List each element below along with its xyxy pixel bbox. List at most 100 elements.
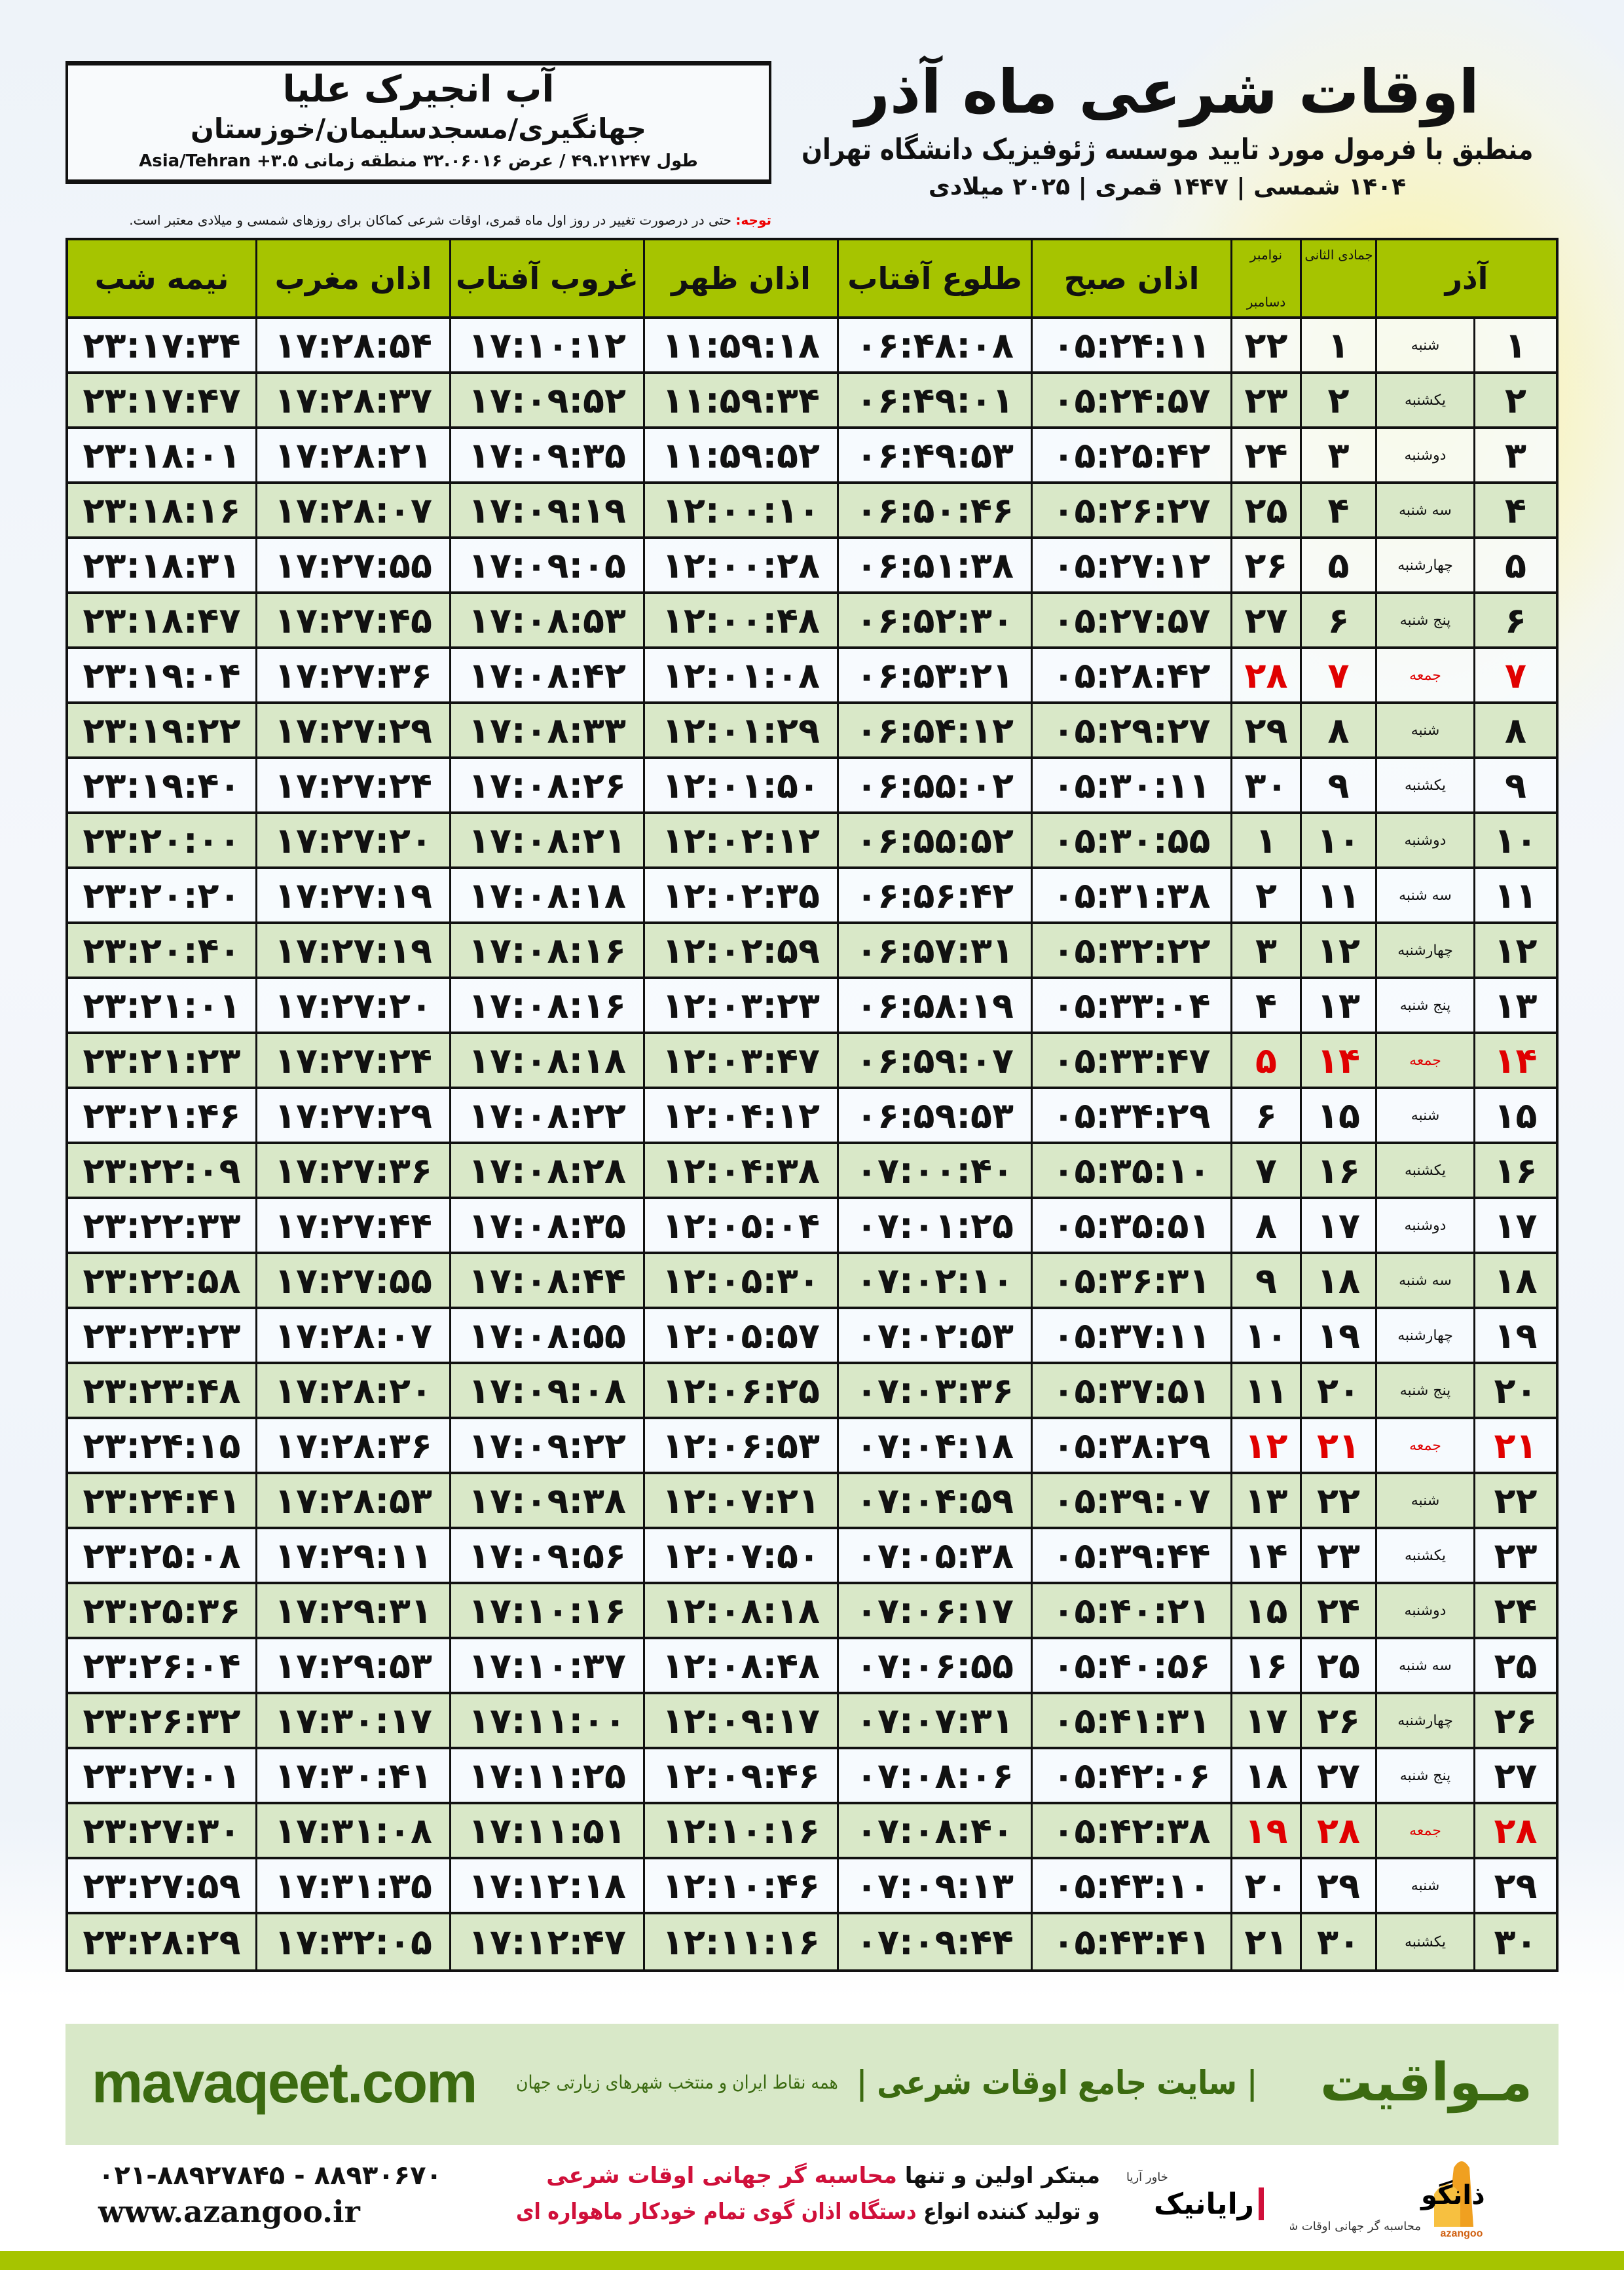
weekday: جمعه [1409, 667, 1441, 684]
hijri-day: ۲۱ [1317, 1424, 1360, 1466]
ad-line2-b: دستگاه اذان گوی تمام خودکار ماهواره ای [516, 2199, 917, 2225]
dhuhr-time: ۱۲:۰۰:۱۰ [662, 489, 820, 531]
day-number: ۱ [1505, 324, 1526, 366]
sunrise-time: ۰۶:۵۱:۳۸ [856, 544, 1014, 586]
weekday: جمعه [1409, 1437, 1441, 1454]
fajr-time: ۰۵:۲۷:۱۲ [1052, 544, 1211, 586]
day-number: ۲۰ [1494, 1369, 1538, 1411]
sunset-time: ۱۷:۰۹:۰۸ [468, 1369, 626, 1411]
table-row: ۳۰ یکشنبه ۳۰ ۲۱ ۰۵:۴۳:۴۱ ۰۷:۰۹:۴۴ ۱۲:۱۱:۱۶ ۱۷:۱… [68, 1914, 1556, 1969]
day-number: ۵ [1505, 544, 1526, 586]
table-row: ۱ شنبه ۱ ۲۲ ۰۵:۲۴:۱۱ ۰۶:۴۸:۰۸ ۱۱:۵۹:۱۸ ۱۷:۱۰:۱۲… [68, 319, 1556, 374]
table-row: ۶ پنج شنبه ۶ ۲۷ ۰۵:۲۷:۵۷ ۰۶:۵۲:۳۰ ۱۲:۰۰:۴۸ ۱۷:۰… [68, 594, 1556, 649]
sunset-time: ۱۷:۰۸:۱۸ [468, 874, 626, 916]
hijri-day: ۲۵ [1317, 1645, 1360, 1686]
maghrib-time: ۱۷:۳۱:۰۸ [274, 1810, 432, 1851]
midnight-time: ۲۳:۲۳:۲۳ [83, 1314, 241, 1356]
midnight-time: ۲۳:۲۲:۵۸ [83, 1259, 241, 1301]
table-row: ۲ یکشنبه ۲ ۲۳ ۰۵:۲۴:۵۷ ۰۶:۴۹:۰۱ ۱۱:۵۹:۳۴ ۱۷:۰۹:… [68, 374, 1556, 429]
fajr-time: ۰۵:۴۳:۱۰ [1052, 1865, 1211, 1907]
gregorian-day: ۲۵ [1244, 489, 1288, 531]
midnight-time: ۲۳:۲۷:۰۱ [83, 1755, 241, 1796]
sunrise-time: ۰۶:۵۶:۴۲ [856, 874, 1014, 916]
maghrib-time: ۱۷:۲۷:۲۰ [274, 984, 432, 1026]
gregorian-day: ۲۸ [1244, 654, 1288, 696]
hijri-day: ۹ [1327, 764, 1350, 806]
day-number: ۲۸ [1494, 1810, 1538, 1851]
weekday: پنج شنبه [1399, 1767, 1451, 1784]
azangoo-link[interactable]: www.azangoo.ir [98, 2194, 360, 2229]
fajr-time: ۰۵:۲۷:۵۷ [1052, 599, 1211, 641]
fajr-time: ۰۵:۴۲:۰۶ [1052, 1755, 1211, 1796]
table-row: ۲۹ شنبه ۲۹ ۲۰ ۰۵:۴۳:۱۰ ۰۷:۰۹:۱۳ ۱۲:۱۰:۴۶ ۱۷:۱۲:… [68, 1859, 1556, 1914]
fajr-time: ۰۵:۳۰:۵۵ [1052, 819, 1211, 861]
sunrise-time: ۰۶:۵۹:۰۷ [856, 1039, 1014, 1081]
hijri-day: ۵ [1327, 544, 1350, 586]
gregorian-day: ۲ [1255, 874, 1277, 916]
day-number: ۲۹ [1494, 1865, 1538, 1907]
maghrib-time: ۱۷:۲۸:۰۷ [274, 1314, 432, 1356]
fajr-time: ۰۵:۴۳:۴۱ [1052, 1921, 1211, 1963]
sunrise-time: ۰۷:۰۸:۴۰ [856, 1810, 1014, 1851]
maghrib-time: ۱۷:۲۷:۴۵ [274, 599, 432, 641]
maghrib-time: ۱۷:۲۷:۳۶ [274, 1149, 432, 1191]
midnight-time: ۲۳:۲۶:۳۲ [83, 1700, 241, 1741]
dhuhr-time: ۱۲:۰۲:۵۹ [662, 929, 820, 971]
gregorian-day: ۳ [1255, 929, 1277, 971]
table-row: ۱۸ سه شنبه ۱۸ ۹ ۰۵:۳۶:۳۱ ۰۷:۰۲:۱۰ ۱۲:۰۵:۳۰ ۱۷:۰… [68, 1254, 1556, 1309]
day-number: ۲۳ [1494, 1535, 1538, 1576]
header-sunrise: طلوع آفتاب [847, 261, 1022, 296]
dhuhr-time: ۱۲:۰۹:۴۶ [662, 1755, 820, 1796]
fajr-time: ۰۵:۳۵:۱۰ [1052, 1149, 1211, 1191]
dhuhr-time: ۱۲:۰۸:۱۸ [662, 1590, 820, 1631]
gregorian-day: ۱۸ [1244, 1755, 1288, 1796]
fajr-time: ۰۵:۳۲:۲۲ [1052, 929, 1211, 971]
fajr-time: ۰۵:۳۹:۰۷ [1052, 1479, 1211, 1521]
fajr-time: ۰۵:۳۷:۱۱ [1052, 1314, 1211, 1356]
gregorian-day: ۱ [1255, 819, 1277, 861]
maghrib-time: ۱۷:۲۹:۳۱ [274, 1590, 432, 1631]
weekday: پنج شنبه [1399, 612, 1451, 629]
hijri-day: ۱ [1327, 324, 1350, 366]
sunset-time: ۱۷:۰۸:۴۴ [468, 1259, 626, 1301]
sunset-time: ۱۷:۰۹:۰۵ [468, 544, 626, 586]
svg-text:محاسبه گر جهانی اوقات شرعی: محاسبه گر جهانی اوقات شرعی [1290, 2219, 1421, 2233]
maghrib-time: ۱۷:۲۷:۵۵ [274, 1259, 432, 1301]
note-text: حتی در درصورت تغییر در روز اول ماه قمری،… [129, 212, 736, 228]
sunset-time: ۱۷:۱۲:۱۸ [468, 1865, 626, 1907]
table-row: ۱۴ جمعه ۱۴ ۵ ۰۵:۳۳:۴۷ ۰۶:۵۹:۰۷ ۱۲:۰۳:۴۷ ۱۷:۰۸:۱… [68, 1034, 1556, 1089]
weekday: دوشنبه [1404, 832, 1447, 849]
table-row: ۲۰ پنج شنبه ۲۰ ۱۱ ۰۵:۳۷:۵۱ ۰۷:۰۳:۳۶ ۱۲:۰۶:۲۵ ۱۷… [68, 1364, 1556, 1419]
gregorian-day: ۱۵ [1244, 1590, 1288, 1631]
day-number: ۱۷ [1494, 1204, 1538, 1246]
gregorian-day: ۸ [1255, 1204, 1277, 1246]
dhuhr-time: ۱۲:۱۱:۱۶ [662, 1921, 820, 1963]
table-row: ۱۵ شنبه ۱۵ ۶ ۰۵:۳۴:۲۹ ۰۶:۵۹:۵۳ ۱۲:۰۴:۱۲ ۱۷:۰۸:۲… [68, 1089, 1556, 1144]
hijri-day: ۳ [1327, 434, 1350, 476]
phone-numbers: ۰۲۱-۸۸۹۲۷۸۴۵ - ۸۸۹۳۰۶۷۰ [98, 2161, 442, 2191]
table-row: ۱۶ یکشنبه ۱۶ ۷ ۰۵:۳۵:۱۰ ۰۷:۰۰:۴۰ ۱۲:۰۴:۳۸ ۱۷:۰۸… [68, 1144, 1556, 1199]
maghrib-time: ۱۷:۲۸:۰۷ [274, 489, 432, 531]
table-row: ۲۲ شنبه ۲۲ ۱۳ ۰۵:۳۹:۰۷ ۰۷:۰۴:۵۹ ۱۲:۰۷:۲۱ ۱۷:۰۹:… [68, 1474, 1556, 1529]
dhuhr-time: ۱۲:۰۴:۱۲ [662, 1094, 820, 1136]
table-row: ۱۰ دوشنبه ۱۰ ۱ ۰۵:۳۰:۵۵ ۰۶:۵۵:۵۲ ۱۲:۰۲:۱۲ ۱۷:۰۸… [68, 814, 1556, 869]
svg-text:azangoo: azangoo [1441, 2228, 1483, 2239]
hijri-day: ۲۹ [1317, 1865, 1360, 1907]
gregorian-day: ۲۳ [1244, 379, 1288, 421]
sunset-time: ۱۷:۱۰:۱۲ [468, 324, 626, 366]
day-number: ۱۳ [1494, 984, 1538, 1026]
gregorian-day: ۶ [1255, 1094, 1277, 1136]
midnight-time: ۲۳:۲۰:۴۰ [83, 929, 241, 971]
header-hijri: جمادی الثانی [1304, 247, 1373, 263]
sunset-time: ۱۷:۰۸:۳۵ [468, 1204, 626, 1246]
hijri-day: ۲۰ [1317, 1369, 1360, 1411]
weekday: یکشنبه [1405, 1162, 1446, 1179]
sunrise-time: ۰۶:۵۹:۵۳ [856, 1094, 1014, 1136]
mavaqeet-link[interactable]: mavaqeet.com [92, 2050, 477, 2115]
midnight-time: ۲۳:۱۸:۰۱ [83, 434, 241, 476]
dhuhr-time: ۱۲:۰۷:۲۱ [662, 1479, 820, 1521]
sunrise-time: ۰۷:۰۹:۴۴ [856, 1921, 1014, 1963]
sunset-time: ۱۷:۰۸:۳۳ [468, 709, 626, 751]
dhuhr-time: ۱۲:۰۶:۵۳ [662, 1424, 820, 1466]
